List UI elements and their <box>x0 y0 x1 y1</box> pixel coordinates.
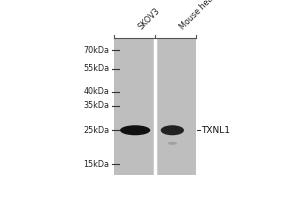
Text: SKOV3: SKOV3 <box>136 7 161 32</box>
Ellipse shape <box>161 125 184 135</box>
Text: 25kDa: 25kDa <box>83 126 110 135</box>
Bar <box>156 38 196 175</box>
Ellipse shape <box>120 125 150 135</box>
Text: 35kDa: 35kDa <box>84 101 110 110</box>
Text: 15kDa: 15kDa <box>84 160 110 169</box>
Ellipse shape <box>168 142 177 145</box>
Text: 40kDa: 40kDa <box>84 87 110 96</box>
Text: TXNL1: TXNL1 <box>201 126 230 135</box>
Text: Mouse heart: Mouse heart <box>178 0 220 32</box>
Text: 70kDa: 70kDa <box>84 46 110 55</box>
Bar <box>114 38 154 175</box>
Text: 55kDa: 55kDa <box>83 64 110 73</box>
